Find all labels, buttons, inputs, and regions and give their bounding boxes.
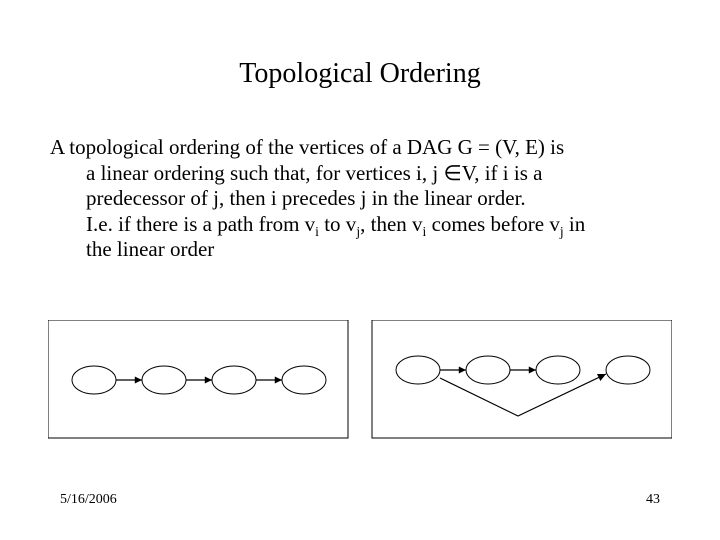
- diagrams-container: [48, 320, 672, 440]
- body-line2: a linear ordering such that, for vertice…: [86, 161, 542, 185]
- slide: { "title": "Topological Ordering", "body…: [0, 0, 720, 540]
- body-line4a: I.e. if there is a path from v: [86, 212, 315, 236]
- slide-body: A topological ordering of the vertices o…: [50, 135, 670, 263]
- diagram-svg: [48, 320, 672, 440]
- body-line4b: to v: [319, 212, 356, 236]
- body-line4d: comes before v: [426, 212, 560, 236]
- slide-title: Topological Ordering: [0, 58, 720, 90]
- footer-page-number: 43: [646, 492, 660, 508]
- body-line4e: in: [564, 212, 586, 236]
- body-line4c: , then v: [360, 212, 422, 236]
- footer-date: 5/16/2006: [60, 492, 117, 508]
- body-line1: A topological ordering of the vertices o…: [50, 135, 564, 159]
- body-line3: predecessor of j, then i precedes j in t…: [86, 186, 526, 210]
- body-line5: the linear order: [86, 237, 214, 261]
